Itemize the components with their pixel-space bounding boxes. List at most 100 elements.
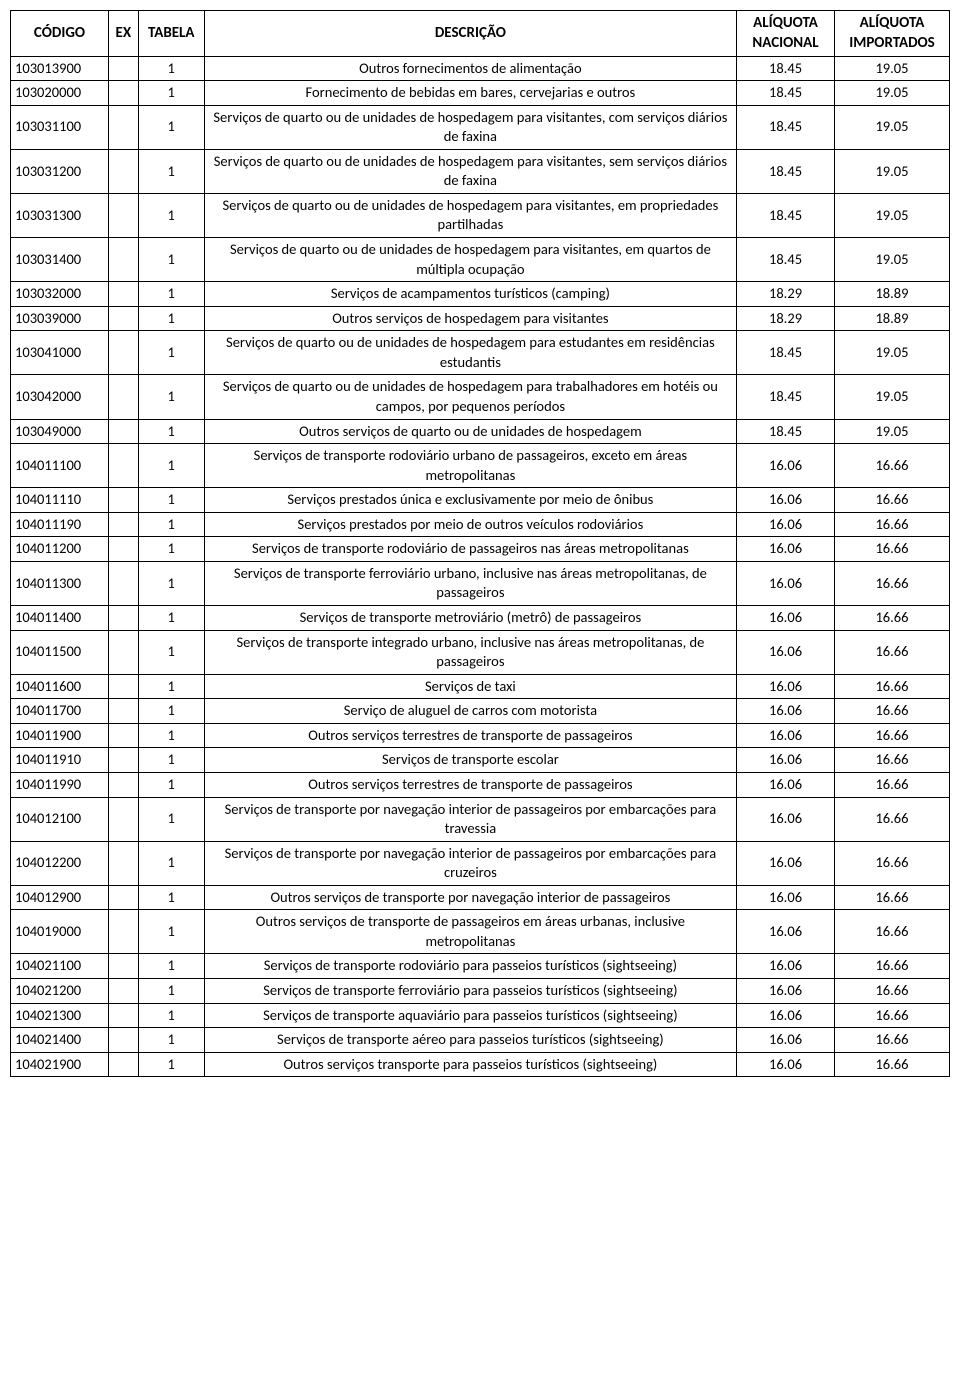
cell-ex (108, 699, 138, 724)
cell-tabela: 1 (138, 537, 204, 562)
cell-importados: 19.05 (834, 81, 949, 106)
cell-descricao: Serviços de quarto ou de unidades de hos… (204, 238, 736, 282)
cell-descricao: Serviço de aluguel de carros com motoris… (204, 699, 736, 724)
table-row: 1040121001Serviços de transporte por nav… (11, 797, 950, 841)
cell-importados: 18.89 (834, 282, 949, 307)
cell-tabela: 1 (138, 193, 204, 237)
cell-ex (108, 105, 138, 149)
cell-importados: 16.66 (834, 699, 949, 724)
cell-descricao: Outros fornecimentos de alimentação (204, 56, 736, 81)
cell-codigo: 104021400 (11, 1028, 109, 1053)
table-row: 1040212001Serviços de transporte ferrovi… (11, 979, 950, 1004)
table-row: 1040111901Serviços prestados por meio de… (11, 512, 950, 537)
cell-tabela: 1 (138, 331, 204, 375)
cell-nacional: 16.06 (737, 699, 835, 724)
cell-importados: 16.66 (834, 954, 949, 979)
cell-tabela: 1 (138, 630, 204, 674)
cell-codigo: 103031100 (11, 105, 109, 149)
cell-descricao: Outros serviços de quarto ou de unidades… (204, 419, 736, 444)
cell-importados: 19.05 (834, 193, 949, 237)
cell-importados: 16.66 (834, 488, 949, 513)
cell-importados: 18.89 (834, 306, 949, 331)
cell-codigo: 103042000 (11, 375, 109, 419)
cell-descricao: Serviços de transporte escolar (204, 748, 736, 773)
cell-codigo: 103031300 (11, 193, 109, 237)
cell-importados: 16.66 (834, 910, 949, 954)
cell-descricao: Serviços de transporte aéreo para passei… (204, 1028, 736, 1053)
cell-tabela: 1 (138, 561, 204, 605)
cell-ex (108, 841, 138, 885)
cell-importados: 19.05 (834, 375, 949, 419)
cell-nacional: 18.45 (737, 375, 835, 419)
cell-importados: 16.66 (834, 841, 949, 885)
cell-importados: 16.66 (834, 723, 949, 748)
cell-nacional: 16.06 (737, 748, 835, 773)
cell-ex (108, 772, 138, 797)
cell-ex (108, 375, 138, 419)
cell-ex (108, 149, 138, 193)
cell-codigo: 104011190 (11, 512, 109, 537)
table-row: 104011200 1Serviços de transporte rodoviá… (11, 537, 950, 562)
cell-importados: 16.66 (834, 885, 949, 910)
cell-codigo: 104011400 (11, 606, 109, 631)
cell-codigo: 104021300 (11, 1003, 109, 1028)
cell-tabela: 1 (138, 488, 204, 513)
table-row: 1040213001Serviços de transporte aquaviá… (11, 1003, 950, 1028)
cell-codigo: 103013900 (11, 56, 109, 81)
cell-codigo: 104011910 (11, 748, 109, 773)
cell-codigo: 104011900 (11, 723, 109, 748)
cell-importados: 16.66 (834, 772, 949, 797)
cell-codigo: 104021200 (11, 979, 109, 1004)
cell-tabela: 1 (138, 1028, 204, 1053)
table-row: 1040119001Outros serviços terrestres de … (11, 723, 950, 748)
cell-importados: 19.05 (834, 105, 949, 149)
cell-nacional: 18.29 (737, 306, 835, 331)
cell-ex (108, 954, 138, 979)
header-ex: EX (108, 11, 138, 57)
cell-descricao: Outros serviços de hospedagem para visit… (204, 306, 736, 331)
cell-importados: 16.66 (834, 979, 949, 1004)
cell-descricao: Serviços de quarto ou de unidades de hos… (204, 331, 736, 375)
table-row: 1040119901Outros serviços terrestres de … (11, 772, 950, 797)
table-row: 1040211001Serviços de transporte rodoviá… (11, 954, 950, 979)
cell-tabela: 1 (138, 105, 204, 149)
table-row: 1040115001Serviços de transporte integra… (11, 630, 950, 674)
cell-nacional: 18.45 (737, 193, 835, 237)
table-row: 1030420001Serviços de quarto ou de unida… (11, 375, 950, 419)
cell-ex (108, 674, 138, 699)
cell-nacional: 16.06 (737, 537, 835, 562)
table-row: 1040111001Serviços de transporte rodoviá… (11, 444, 950, 488)
cell-importados: 16.66 (834, 1028, 949, 1053)
cell-nacional: 16.06 (737, 444, 835, 488)
cell-tabela: 1 (138, 419, 204, 444)
cell-codigo: 104011600 (11, 674, 109, 699)
cell-importados: 16.66 (834, 512, 949, 537)
cell-ex (108, 561, 138, 605)
cell-ex (108, 630, 138, 674)
cell-ex (108, 885, 138, 910)
cell-descricao: Serviços de quarto ou de unidades de hos… (204, 105, 736, 149)
cell-descricao: Fornecimento de bebidas em bares, cervej… (204, 81, 736, 106)
cell-nacional: 18.45 (737, 238, 835, 282)
cell-descricao: Serviços de transporte rodoviário de pas… (204, 537, 736, 562)
cell-codigo: 104011100 (11, 444, 109, 488)
cell-ex (108, 1028, 138, 1053)
cell-ex (108, 444, 138, 488)
cell-ex (108, 306, 138, 331)
cell-codigo: 104011200 (11, 537, 109, 562)
cell-importados: 16.66 (834, 561, 949, 605)
cell-tabela: 1 (138, 1003, 204, 1028)
cell-codigo: 103031400 (11, 238, 109, 282)
cell-codigo: 103049000 (11, 419, 109, 444)
cell-importados: 16.66 (834, 444, 949, 488)
cell-tabela: 1 (138, 797, 204, 841)
cell-ex (108, 419, 138, 444)
cell-ex (108, 193, 138, 237)
cell-descricao: Outros serviços transporte para passeios… (204, 1052, 736, 1077)
cell-importados: 19.05 (834, 419, 949, 444)
cell-importados: 19.05 (834, 56, 949, 81)
cell-ex (108, 282, 138, 307)
tax-table: CÓDIGO EX TABELA DESCRIÇÃO ALÍQUOTA NACI… (10, 10, 950, 1077)
header-importados: ALÍQUOTA IMPORTADOS (834, 11, 949, 57)
table-body: 1030139001Outros fornecimentos de alimen… (11, 56, 950, 1077)
